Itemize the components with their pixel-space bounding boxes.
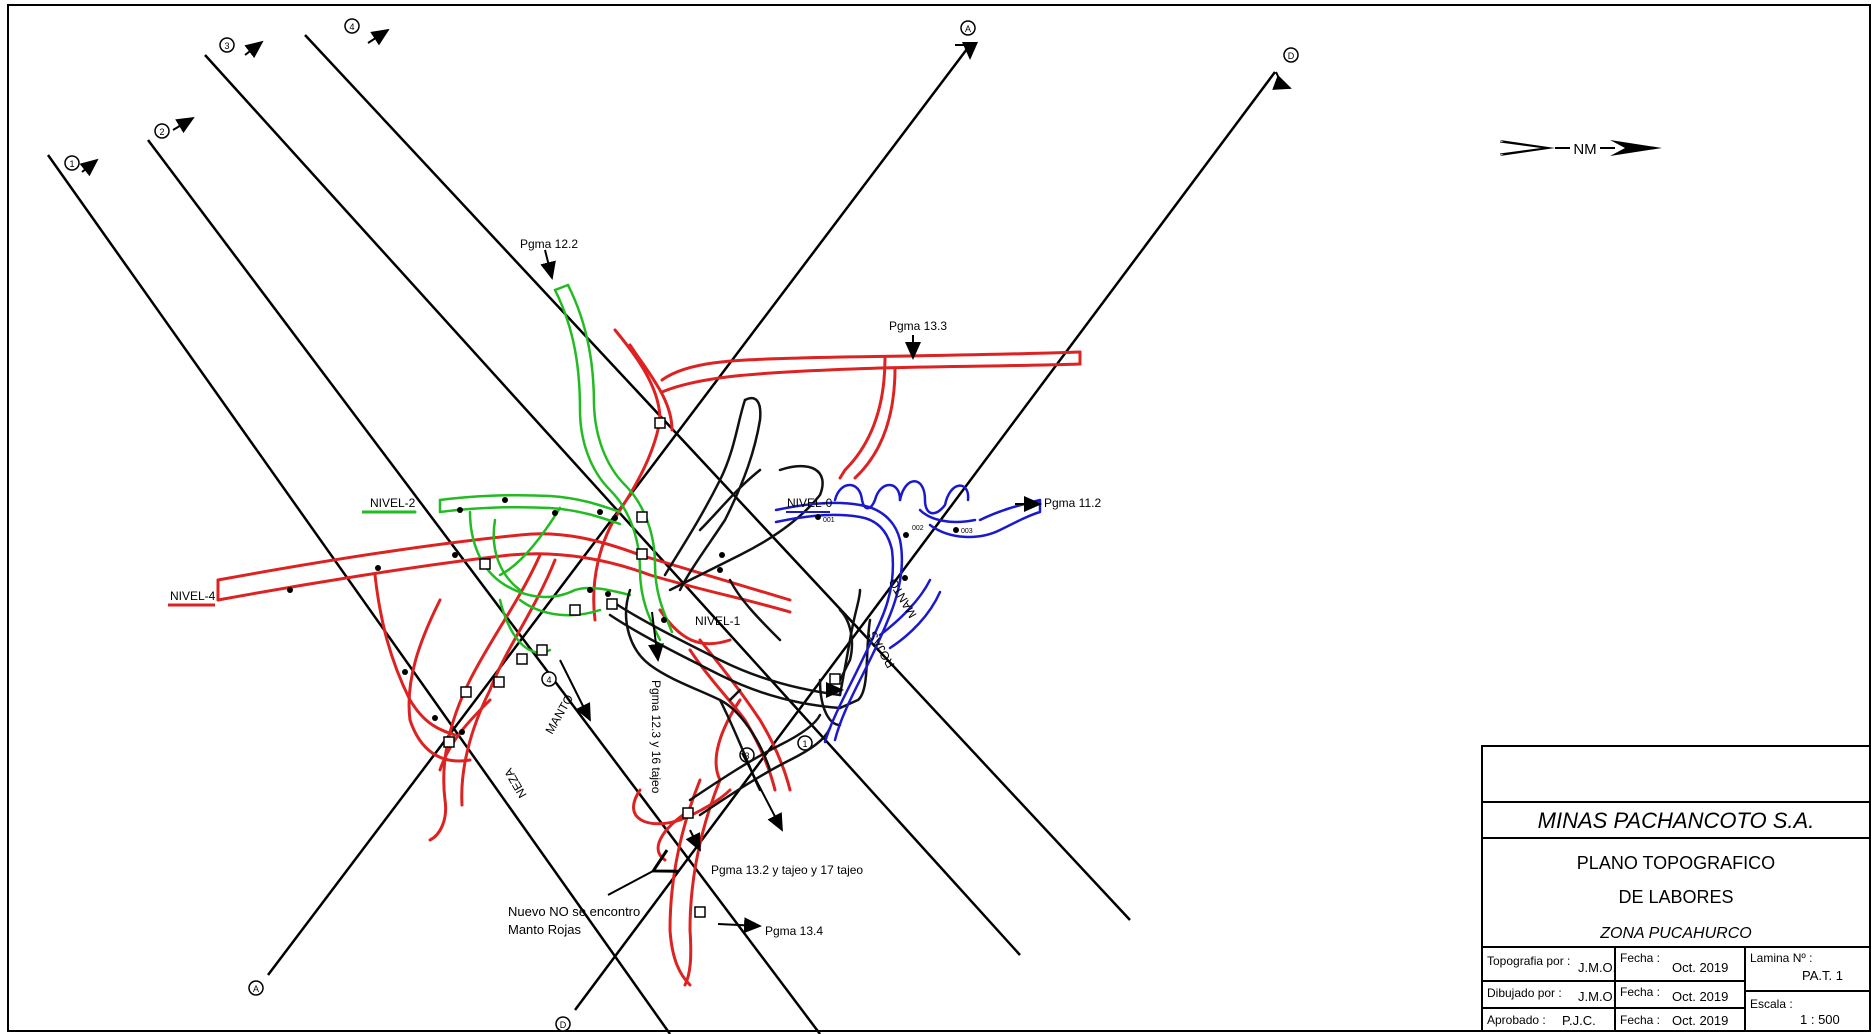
marker-d-top: D (1272, 47, 1299, 90)
row2-who: J.M.O. (1578, 989, 1616, 1004)
marker-a-bottom: A (248, 980, 264, 996)
row3-date-label: Fecha : (1620, 1013, 1660, 1027)
label-nivel-0: NIVEL-0 (787, 496, 833, 510)
section-line-1 (46, 154, 672, 1034)
marker-1-inner: 1 (797, 735, 813, 751)
row2-date: Oct. 2019 (1672, 989, 1728, 1004)
svg-text:1: 1 (69, 159, 74, 169)
map-frame (7, 4, 1871, 1032)
svg-text:4: 4 (349, 22, 354, 32)
row1-label: Topografia por : (1487, 954, 1570, 968)
label-pgma-13-2: Pgma 13.2 y tajeo y 17 tajeo (711, 863, 863, 877)
label-nivel-2: NIVEL-2 (370, 496, 416, 510)
north-label: NM (1573, 141, 1596, 158)
label-pgma-12-3: Pgma 12.3 y 16 tajeo (649, 680, 663, 794)
label-nivel-4: NIVEL-4 (170, 589, 216, 603)
label-manto-neza-1: MANTO (542, 692, 576, 736)
row3-who: P.J.C. (1562, 1013, 1596, 1028)
survey-points (287, 497, 959, 735)
point-001: 001 (823, 517, 835, 524)
note-line-2: Manto Rojas (508, 922, 581, 937)
marker-4: 4 (344, 18, 390, 46)
plan-title-line-1: PLANO TOPOGRAFICO (1577, 853, 1775, 873)
row3-label: Aprobado : (1487, 1013, 1546, 1027)
label-pgma-13-3: Pgma 13.3 (889, 319, 947, 333)
svg-text:3: 3 (224, 41, 229, 51)
row2-date-label: Fecha : (1620, 985, 1660, 999)
svg-text:D: D (1288, 51, 1295, 61)
label-arrows (540, 249, 1042, 934)
point-003: 003 (961, 528, 973, 535)
svg-text:1: 1 (802, 739, 807, 749)
row1-date-label: Fecha : (1620, 951, 1660, 965)
section-line-d (573, 71, 1277, 1011)
section-line-2 (147, 139, 821, 1034)
escala-label: Escala : (1750, 997, 1793, 1011)
title-block (1481, 745, 1871, 1032)
svg-text:3: 3 (744, 751, 749, 761)
ore-pass-markers (443, 417, 841, 918)
label-pgma-12-2: Pgma 12.2 (520, 237, 578, 251)
section-lines (46, 34, 1277, 1034)
row3-date: Oct. 2019 (1672, 1013, 1728, 1028)
zone-name: ZONA PUCAHURCO (1599, 925, 1751, 942)
marker-d-bottom: D (555, 1016, 571, 1032)
plan-title-line-2: DE LABORES (1618, 887, 1733, 907)
svg-text:2: 2 (159, 127, 164, 137)
row2-label: Dibujado por : (1487, 986, 1562, 1000)
marker-4-inner: 4 (541, 671, 557, 687)
svg-text:A: A (253, 984, 259, 994)
svg-text:D: D (560, 1020, 567, 1030)
section-line-3 (204, 54, 1021, 956)
north-arrow-icon: NM (1499, 140, 1662, 158)
label-pgma-13-4: Pgma 13.4 (765, 924, 823, 938)
marker-a-top: A (955, 20, 978, 60)
point-002: 002 (912, 525, 924, 532)
marker-1: 1 (64, 155, 99, 177)
nivel-1-workings (608, 396, 872, 817)
nivel-4-workings (216, 328, 1082, 987)
svg-text:4: 4 (546, 675, 551, 685)
row1-who: J.M.O. (1578, 960, 1616, 975)
note-line-1: Nuevo NO se encontro (508, 904, 640, 919)
company-name: MINAS PACHANCOTO S.A. (1538, 808, 1815, 833)
row1-date: Oct. 2019 (1672, 960, 1728, 975)
marker-2: 2 (154, 116, 195, 139)
marker-3: 3 (219, 37, 264, 59)
svg-text:A: A (965, 24, 971, 34)
lamina-label: Lamina Nº : (1750, 951, 1812, 965)
escala-value: 1 : 500 (1800, 1012, 1840, 1027)
section-line-4 (304, 34, 1131, 921)
section-markers: 1 2 3 4 A D A (64, 18, 1299, 1032)
label-nivel-1: NIVEL-1 (695, 614, 741, 628)
label-pgma-11-2: Pgma 11.2 (1044, 496, 1101, 510)
lamina-value: PA.T. 1 (1802, 968, 1843, 983)
label-manto-neza-2: NEZA (501, 766, 529, 801)
nivel-0-workings (774, 480, 1042, 744)
